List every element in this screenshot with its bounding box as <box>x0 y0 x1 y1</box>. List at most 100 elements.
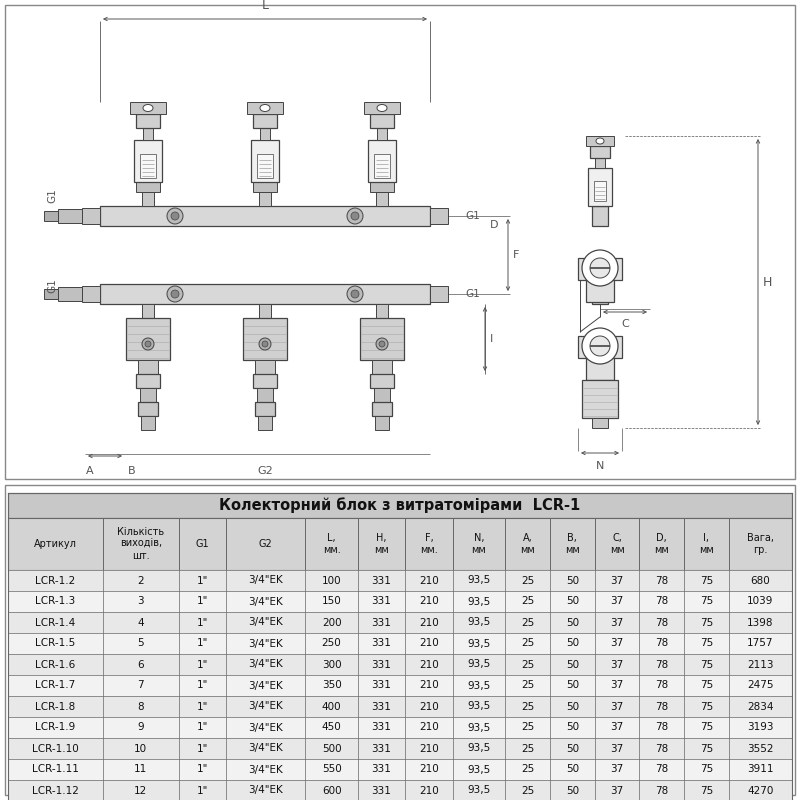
Bar <box>594 181 606 201</box>
Text: LCR-1.2: LCR-1.2 <box>35 575 75 586</box>
Text: 50: 50 <box>566 575 579 586</box>
Bar <box>8 518 792 570</box>
Text: 93,5: 93,5 <box>467 575 490 586</box>
Bar <box>8 591 792 612</box>
Bar <box>430 208 448 224</box>
Bar <box>253 114 277 128</box>
Circle shape <box>259 338 271 350</box>
Text: 500: 500 <box>322 743 342 754</box>
Text: 25: 25 <box>521 681 534 690</box>
Bar <box>8 570 792 591</box>
Text: LCR-1.11: LCR-1.11 <box>32 765 78 774</box>
Text: 75: 75 <box>700 743 713 754</box>
Text: 331: 331 <box>372 681 391 690</box>
Bar <box>251 140 279 182</box>
Bar <box>134 140 162 182</box>
Bar <box>8 696 792 717</box>
Text: 1": 1" <box>197 743 208 754</box>
Text: LCR-1.8: LCR-1.8 <box>35 702 75 711</box>
Bar <box>430 286 448 302</box>
Text: 400: 400 <box>322 702 342 711</box>
Text: 331: 331 <box>372 618 391 627</box>
Text: C: C <box>621 319 629 329</box>
Text: 331: 331 <box>372 659 391 670</box>
Bar <box>8 612 792 633</box>
Text: 93,5: 93,5 <box>467 722 490 733</box>
Bar <box>374 154 390 178</box>
Bar <box>130 102 166 114</box>
Text: H: H <box>763 275 772 289</box>
Text: 3/4"EK: 3/4"EK <box>249 597 283 606</box>
Bar <box>372 402 392 416</box>
Text: 210: 210 <box>419 618 439 627</box>
Bar <box>136 374 160 388</box>
Bar <box>140 154 156 178</box>
Bar <box>247 102 283 114</box>
Text: I,
мм: I, мм <box>699 533 714 555</box>
Bar <box>578 336 622 358</box>
Bar <box>253 182 277 192</box>
Text: 25: 25 <box>521 786 534 795</box>
Text: 3/4"EK: 3/4"EK <box>249 786 283 795</box>
Text: 37: 37 <box>610 722 624 733</box>
Text: 600: 600 <box>322 786 342 795</box>
Text: 50: 50 <box>566 618 579 627</box>
Text: H,
мм: H, мм <box>374 533 389 555</box>
Circle shape <box>142 338 154 350</box>
Text: 50: 50 <box>566 681 579 690</box>
Bar <box>595 158 605 168</box>
Text: A: A <box>86 466 94 476</box>
Text: 210: 210 <box>419 722 439 733</box>
Text: 1398: 1398 <box>747 618 774 627</box>
Text: 331: 331 <box>372 743 391 754</box>
Text: 210: 210 <box>419 786 439 795</box>
Text: 75: 75 <box>700 786 713 795</box>
Text: 93,5: 93,5 <box>467 743 490 754</box>
Text: 25: 25 <box>521 618 534 627</box>
Circle shape <box>171 290 179 298</box>
Bar <box>255 402 275 416</box>
Text: 1": 1" <box>197 786 208 795</box>
Bar <box>372 360 392 374</box>
Text: 5: 5 <box>138 638 144 649</box>
Text: 210: 210 <box>419 575 439 586</box>
Bar <box>377 128 387 140</box>
Text: 25: 25 <box>521 597 534 606</box>
Bar <box>259 304 271 318</box>
Text: I: I <box>490 334 494 344</box>
Text: 75: 75 <box>700 702 713 711</box>
Bar <box>370 182 394 192</box>
Bar <box>257 388 273 402</box>
Text: 1": 1" <box>197 575 208 586</box>
Bar <box>257 154 273 178</box>
Text: 4270: 4270 <box>747 786 774 795</box>
Text: 50: 50 <box>566 597 579 606</box>
Text: 331: 331 <box>372 597 391 606</box>
Text: 3: 3 <box>138 597 144 606</box>
Text: 37: 37 <box>610 702 624 711</box>
Text: 3/4"EK: 3/4"EK <box>249 743 283 754</box>
Text: 93,5: 93,5 <box>467 638 490 649</box>
Text: 50: 50 <box>566 765 579 774</box>
Bar <box>590 146 610 158</box>
Text: 78: 78 <box>655 743 668 754</box>
Text: 75: 75 <box>700 659 713 670</box>
Text: F: F <box>513 250 519 260</box>
Text: 331: 331 <box>372 765 391 774</box>
Bar <box>136 182 160 192</box>
Bar <box>253 374 277 388</box>
Circle shape <box>590 336 610 356</box>
Circle shape <box>145 341 151 347</box>
Text: 4: 4 <box>138 618 144 627</box>
Bar <box>44 211 58 221</box>
Text: 100: 100 <box>322 575 342 586</box>
Circle shape <box>590 258 610 278</box>
Text: 75: 75 <box>700 597 713 606</box>
Bar <box>592 418 608 428</box>
Bar <box>582 380 618 418</box>
Bar <box>588 168 612 206</box>
Ellipse shape <box>260 105 270 111</box>
Text: 200: 200 <box>322 618 342 627</box>
Bar <box>8 780 792 800</box>
Text: 150: 150 <box>322 597 342 606</box>
